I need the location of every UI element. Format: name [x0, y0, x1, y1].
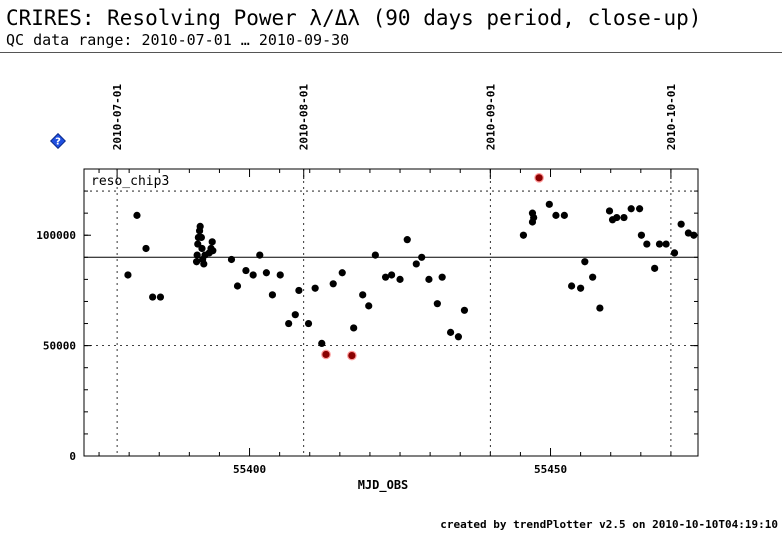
data-point: [567, 282, 576, 290]
data-point: [560, 211, 568, 219]
data-point: [304, 319, 313, 328]
data-point: [613, 213, 621, 222]
data-point: [433, 300, 441, 308]
data-point: [381, 273, 390, 281]
x-axis-title: MJD_OBS: [358, 478, 409, 493]
data-point: [311, 284, 319, 292]
data-point: [662, 240, 670, 248]
data-point: [519, 231, 528, 239]
data-point: [249, 271, 257, 279]
data-point: [262, 269, 270, 277]
data-point: [338, 269, 346, 277]
data-point: [291, 311, 299, 319]
data-point: [605, 207, 614, 215]
data-point: [350, 324, 358, 332]
data-point: [596, 304, 604, 312]
y-tick-label: 50000: [43, 340, 76, 353]
data-point: [690, 231, 698, 239]
data-point: [192, 258, 201, 266]
date-marker-label: 2010-09-01: [484, 84, 497, 151]
data-point: [581, 258, 589, 266]
data-point: [156, 293, 165, 301]
outlier-point: [321, 349, 331, 360]
data-point: [388, 271, 396, 279]
date-marker-label: 2010-08-01: [298, 84, 311, 151]
data-point: [276, 271, 284, 279]
data-point: [627, 205, 635, 213]
data-point: [209, 247, 217, 255]
data-point: [365, 302, 373, 310]
chart-title: CRIRES: Resolving Power λ/Δλ (90 days pe…: [6, 6, 702, 30]
data-point: [636, 205, 644, 213]
data-point: [643, 240, 651, 248]
data-point: [418, 253, 426, 261]
outlier-point: [347, 350, 357, 361]
outlier-point: [534, 173, 544, 183]
data-point: [198, 244, 206, 253]
x-tick-label: 55450: [534, 463, 567, 476]
data-point: [208, 238, 216, 246]
data-point: [268, 291, 277, 299]
data-point: [149, 293, 157, 301]
data-point: [530, 213, 538, 222]
date-marker-label: 2010-10-01: [665, 84, 678, 151]
data-point: [124, 271, 132, 279]
chart-subtitle: QC data range: 2010-07-01 … 2010-09-30: [6, 31, 350, 49]
data-point: [412, 260, 420, 268]
data-point: [589, 273, 597, 281]
footer-credit: created by trendPlotter v2.5 on 2010-10-…: [440, 518, 778, 531]
data-point: [396, 275, 404, 283]
data-point: [295, 286, 303, 295]
data-point: [197, 233, 205, 242]
data-point: [454, 333, 463, 341]
data-point: [142, 244, 150, 253]
data-point: [552, 211, 560, 219]
x-tick-label: 55400: [233, 463, 266, 476]
data-point: [577, 284, 585, 292]
data-point: [233, 282, 242, 290]
y-tick-label: 100000: [36, 229, 76, 242]
data-point: [637, 231, 646, 239]
data-point: [545, 200, 553, 208]
header-divider: [0, 52, 782, 53]
data-point: [242, 266, 250, 275]
data-point: [651, 264, 659, 272]
data-point: [285, 319, 293, 328]
help-diamond-icon[interactable]: ?: [50, 133, 66, 149]
panel-label: reso_chip3: [91, 174, 169, 189]
data-point: [133, 211, 141, 219]
data-point: [371, 251, 379, 259]
data-point: [403, 236, 411, 244]
date-marker-label: 2010-07-01: [111, 84, 124, 151]
data-point: [227, 255, 236, 264]
data-point: [196, 222, 204, 230]
data-point: [655, 240, 664, 248]
data-point: [677, 220, 685, 228]
data-point: [684, 229, 692, 237]
data-point: [620, 213, 628, 222]
data-point: [318, 339, 326, 348]
data-point: [256, 251, 264, 259]
data-point: [446, 328, 455, 336]
data-point: [329, 280, 337, 288]
data-point: [425, 275, 433, 283]
svg-text:?: ?: [55, 137, 61, 148]
plot-frame: [83, 168, 699, 457]
y-tick-label: 0: [69, 450, 76, 463]
data-point: [670, 249, 679, 257]
data-point: [200, 260, 208, 268]
data-point: [460, 306, 469, 314]
data-point: [438, 273, 446, 281]
data-point: [193, 251, 201, 259]
data-point: [359, 291, 367, 299]
